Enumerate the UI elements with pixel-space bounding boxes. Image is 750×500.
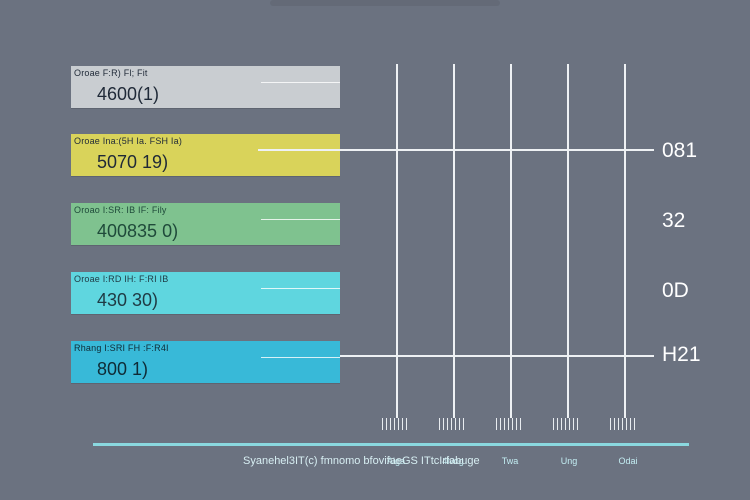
right-label: H21	[662, 343, 701, 366]
row-label: Oroao I:SR: IB IF: Fily	[74, 205, 167, 215]
horizontal-line	[258, 149, 654, 151]
row-5: Rhang I:SRI FH :F:R4I 800 1)	[71, 341, 340, 383]
vertical-line	[453, 66, 455, 418]
row-highlight	[261, 288, 340, 289]
baseline	[93, 443, 689, 446]
row-value: 800 1)	[97, 359, 149, 379]
right-label: 0D	[662, 279, 689, 302]
caption: Syanehel3IT(c) fmnomo bfovifaeGS ITtcIrf…	[243, 455, 480, 467]
vertical-line	[624, 66, 626, 418]
row-label: Rhang I:SRI FH :F:R4I	[74, 343, 169, 353]
vertical-line	[510, 66, 512, 418]
bottom-label: Twa	[501, 456, 519, 466]
row-value: 430 30)	[97, 290, 159, 310]
row-label: Oroae I:RD IH: F:RI IB	[74, 274, 169, 284]
row-label: Oroae Ina:(5H Ia. FSH Ia)	[74, 136, 183, 146]
vertical-line	[396, 66, 398, 418]
bottom-label: 4lvog	[442, 456, 464, 466]
bottom-label: Aiga	[386, 456, 406, 466]
right-label: 32	[662, 209, 686, 232]
horizontal-line	[340, 355, 654, 357]
line-foot	[496, 418, 524, 430]
row-highlight	[261, 82, 340, 83]
row-value: 4600(1)	[97, 84, 160, 104]
row-4: Oroae I:RD IH: F:RI IB 430 30)	[71, 272, 340, 314]
line-foot	[439, 418, 467, 430]
top-shadow	[270, 0, 500, 6]
row-2: Oroae Ina:(5H Ia. FSH Ia) 5070 19)	[71, 134, 340, 176]
vertical-line	[567, 66, 569, 418]
row-highlight	[261, 357, 340, 358]
right-label: 081	[662, 139, 698, 162]
bottom-label: Ung	[560, 456, 578, 466]
row-label: Oroae F:R) Fl; Fit	[74, 68, 148, 78]
bottom-label: Odai	[618, 456, 638, 466]
line-foot	[553, 418, 581, 430]
line-foot	[610, 418, 638, 430]
row-highlight	[261, 219, 340, 220]
row-3: Oroao I:SR: IB IF: Fily 400835 0)	[71, 203, 340, 245]
line-foot	[382, 418, 410, 430]
row-value: 5070 19)	[97, 152, 169, 172]
row-1: Oroae F:R) Fl; Fit 4600(1)	[71, 66, 340, 108]
row-value: 400835 0)	[97, 221, 179, 241]
